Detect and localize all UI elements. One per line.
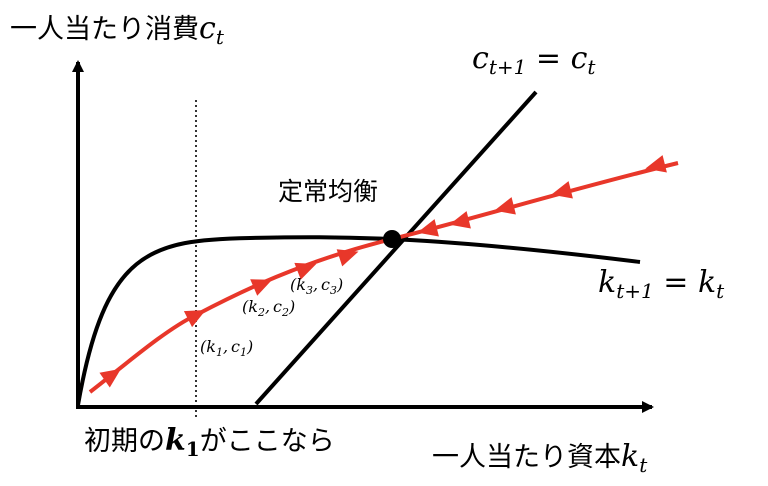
saddle-path-arrow-2 [183,310,206,328]
saddle-path-arrow-5 [336,249,359,267]
x-axis-label: 一人当たり資本kt [432,439,648,477]
c-locus-label: ct+1 = ct [472,41,596,79]
steady-state-label: 定常均衡 [278,177,378,206]
saddle-path-arrow-4 [294,262,317,280]
k-locus-curve [76,235,641,406]
saddle-path-arrow-1 [99,368,122,388]
y-axis-label: 一人当たり消費ct [10,11,225,49]
saddle-path-arrow-8 [494,197,516,215]
k-locus-label: kt+1 = kt [598,265,725,303]
saddle-path-arrow-6 [417,219,439,237]
point-label-k1-c1: (k1, c1) [200,337,253,359]
saddle-path-arrow-3 [250,279,273,296]
saddle-path-arrow-9 [551,181,573,199]
saddle-path [88,161,679,394]
steady-state-point [383,230,401,248]
point-label-k3-c3: (k3, c3) [290,275,343,297]
point-label-k2-c2: (k2, c2) [242,297,295,319]
c-locus-line [254,90,538,406]
saddle-path-arrow-10 [645,155,667,173]
saddle-path-arrow-7 [449,211,471,229]
initial-k1-label: 初期のk1がここなら [84,423,335,461]
